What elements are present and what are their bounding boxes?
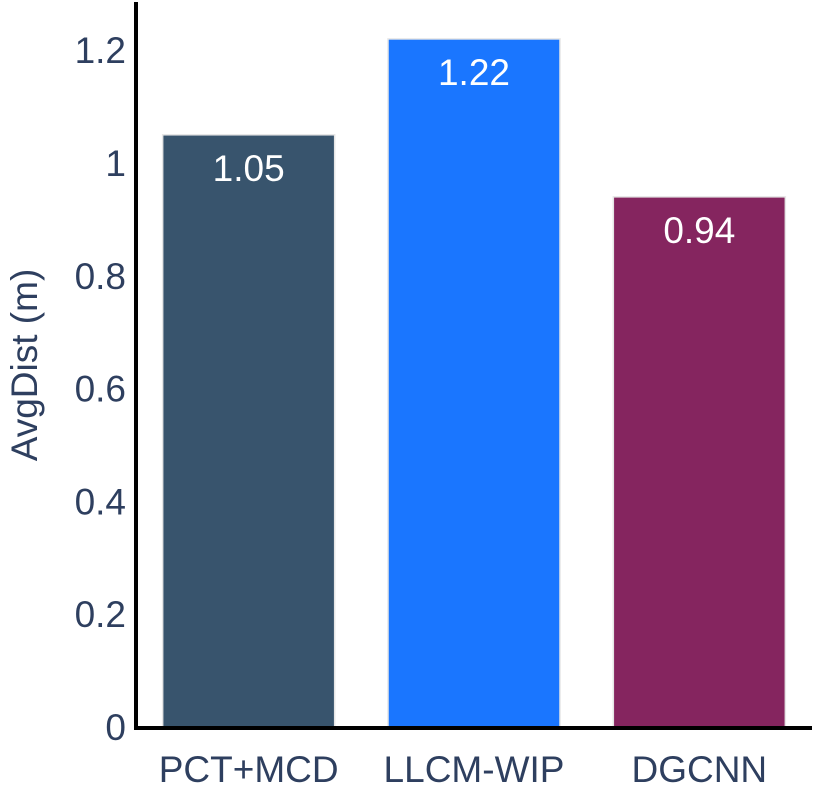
data-label: 1.05 [213, 148, 285, 189]
y-tick-label: 0.8 [75, 256, 126, 297]
y-tick-label: 0.6 [75, 369, 126, 410]
y-tick-label: 0.4 [75, 481, 126, 522]
y-tick-label: 1 [105, 143, 126, 184]
x-tick-label: PCT+MCD [159, 749, 339, 790]
x-tick-label: LLCM-WIP [384, 749, 565, 790]
bars-group [161, 38, 787, 728]
y-tick-label: 1.2 [75, 30, 126, 71]
y-axis-title: AvgDist (m) [4, 269, 45, 462]
bar-llcm-wip [387, 38, 561, 728]
bar-dgcnn [612, 196, 787, 728]
data-label: 1.22 [438, 52, 510, 93]
x-tick-label: DGCNN [631, 749, 767, 790]
y-tick-label: 0 [105, 707, 126, 748]
x-category-labels-group: PCT+MCD LLCM-WIP DGCNN [159, 749, 767, 790]
data-labels-group: 1.05 1.22 0.94 [213, 52, 736, 251]
bar-pct-mcd [161, 134, 336, 728]
y-tick-label: 0.2 [75, 594, 126, 635]
data-label: 0.94 [663, 210, 735, 251]
y-tick-labels-group: 0 0.2 0.4 0.6 0.8 1 1.2 [75, 30, 126, 748]
